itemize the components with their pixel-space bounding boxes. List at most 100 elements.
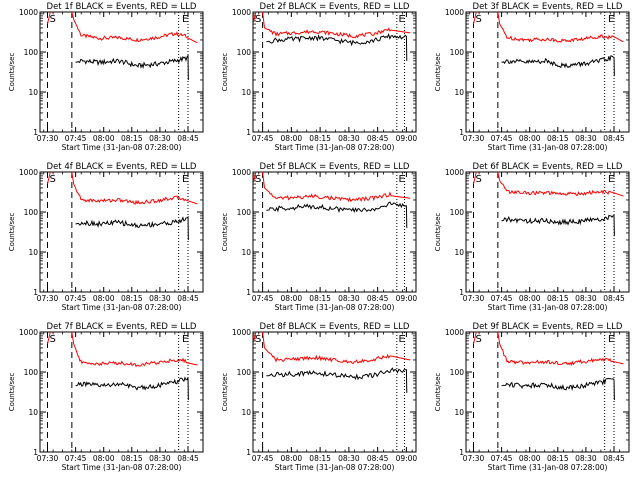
- x-tick-label: 08:15: [547, 454, 569, 463]
- chart-panel-4: Det 4f BLACK = Events, RED = LLD 1 10 100 10…: [8, 162, 204, 312]
- y-axis-label: Counts/sec: [434, 373, 442, 412]
- plot-frame: [39, 11, 204, 133]
- y-tick-label: 10: [454, 408, 464, 417]
- x-axis-label: Start Time (31-Jan-08 07:28:00): [275, 303, 395, 312]
- x-tick-label: 07:30: [37, 294, 59, 303]
- x-tick-label: 08:30: [149, 134, 171, 143]
- x-tick-label: 08:30: [575, 134, 597, 143]
- end-marker-label: E: [608, 334, 614, 345]
- y-tick-label: 1: [33, 448, 38, 457]
- chart-panel-8: Det 8f BLACK = Events, RED = LLD 1 10 100 10…: [221, 322, 417, 472]
- y-tick-label: 1000: [19, 328, 38, 337]
- y-tick-label: 1: [33, 128, 38, 137]
- x-tick-label: 07:30: [463, 294, 485, 303]
- y-tick-label: 1: [33, 288, 38, 297]
- lld-spike: [253, 172, 266, 188]
- series-group: [253, 12, 411, 61]
- panel-title: Det 6f BLACK = Events, RED = LLD: [473, 162, 623, 172]
- start-marker-label: S: [255, 14, 261, 25]
- x-tick-label: 08:00: [93, 294, 115, 303]
- x-tick-label: 08:30: [338, 294, 360, 303]
- series-line-lld: [499, 180, 624, 197]
- x-tick-label: 08:00: [519, 134, 541, 143]
- x-tick-label: 08:00: [281, 454, 303, 463]
- y-axis-label: Counts/sec: [8, 213, 16, 252]
- x-tick-label: 08:00: [519, 294, 541, 303]
- x-tick-label: 09:00: [396, 294, 418, 303]
- y-tick-label: 100: [237, 208, 252, 217]
- x-tick-label: 08:30: [575, 454, 597, 463]
- x-axis-label: Start Time (31-Jan-08 07:28:00): [488, 143, 608, 152]
- panel-title: Det 7f BLACK = Events, RED = LLD: [47, 322, 197, 332]
- y-axis-label: Counts/sec: [434, 53, 442, 92]
- x-tick-label: 07:30: [37, 454, 59, 463]
- series-group: [47, 332, 198, 400]
- end-marker-label: E: [182, 174, 188, 185]
- x-tick-label: 08:45: [177, 134, 199, 143]
- y-tick-label: 1: [459, 448, 464, 457]
- x-tick-label: 08:30: [575, 294, 597, 303]
- x-axis-label: Start Time (31-Jan-08 07:28:00): [488, 463, 608, 472]
- y-tick-label: 1: [246, 288, 251, 297]
- y-tick-label: 1000: [232, 8, 251, 17]
- y-tick-label: 1000: [445, 168, 464, 177]
- x-tick-label: 08:45: [367, 454, 389, 463]
- series-line-events: [501, 377, 615, 400]
- panel-title: Det 5f BLACK = Events, RED = LLD: [260, 162, 410, 172]
- x-tick-label: 07:45: [491, 134, 513, 143]
- lld-spike: [47, 12, 75, 25]
- x-tick-label: 07:45: [252, 134, 274, 143]
- x-tick-label: 08:15: [121, 134, 143, 143]
- x-axis-label: Start Time (31-Jan-08 07:28:00): [275, 143, 395, 152]
- panel-title: Det 3f BLACK = Events, RED = LLD: [473, 2, 623, 12]
- start-marker-label: S: [255, 174, 261, 185]
- x-tick-label: 08:15: [309, 294, 331, 303]
- x-tick-label: 07:45: [65, 134, 87, 143]
- plot-frame: [39, 331, 204, 453]
- series-line-events: [75, 215, 189, 240]
- x-tick-label: 07:45: [252, 454, 274, 463]
- y-axis-label: Counts/sec: [221, 373, 229, 412]
- x-axis-label: Start Time (31-Jan-08 07:28:00): [62, 143, 182, 152]
- plot-frame: [465, 171, 630, 293]
- y-tick-label: 1: [459, 128, 464, 137]
- plot-frame: [252, 171, 417, 293]
- panel-title: Det 2f BLACK = Events, RED = LLD: [260, 2, 410, 12]
- y-tick-label: 10: [28, 88, 38, 97]
- y-tick-label: 1: [246, 128, 251, 137]
- y-tick-label: 100: [237, 368, 252, 377]
- x-tick-label: 08:00: [93, 454, 115, 463]
- x-tick-label: 07:30: [463, 134, 485, 143]
- series-line-events: [266, 367, 408, 393]
- plot-frame: [465, 11, 630, 133]
- end-marker-label: E: [608, 14, 614, 25]
- x-tick-label: 08:45: [603, 294, 625, 303]
- y-tick-label: 10: [241, 88, 251, 97]
- plot-frame: [252, 331, 417, 453]
- chart-panel-7: Det 7f BLACK = Events, RED = LLD 1 10 100 10…: [8, 322, 204, 472]
- series-group: [473, 332, 624, 400]
- x-tick-label: 09:00: [396, 134, 418, 143]
- y-tick-label: 10: [28, 248, 38, 257]
- y-tick-label: 1000: [19, 168, 38, 177]
- chart-panel-5: Det 5f BLACK = Events, RED = LLD 1 10 100 10…: [221, 162, 417, 312]
- y-tick-label: 1000: [232, 328, 251, 337]
- plot-frame: [465, 331, 630, 453]
- x-tick-label: 08:30: [149, 294, 171, 303]
- series-group: [473, 172, 624, 237]
- end-marker-label: E: [182, 14, 188, 25]
- x-tick-label: 08:45: [177, 294, 199, 303]
- y-tick-label: 100: [450, 48, 465, 57]
- y-tick-label: 1000: [445, 328, 464, 337]
- y-tick-label: 10: [454, 88, 464, 97]
- y-axis-label: Counts/sec: [8, 53, 16, 92]
- y-tick-label: 10: [454, 248, 464, 257]
- x-tick-label: 08:30: [338, 454, 360, 463]
- lld-spike: [473, 332, 501, 345]
- x-tick-label: 09:00: [396, 454, 418, 463]
- y-tick-label: 1: [459, 288, 464, 297]
- lld-spike: [473, 12, 501, 25]
- y-axis-label: Counts/sec: [434, 213, 442, 252]
